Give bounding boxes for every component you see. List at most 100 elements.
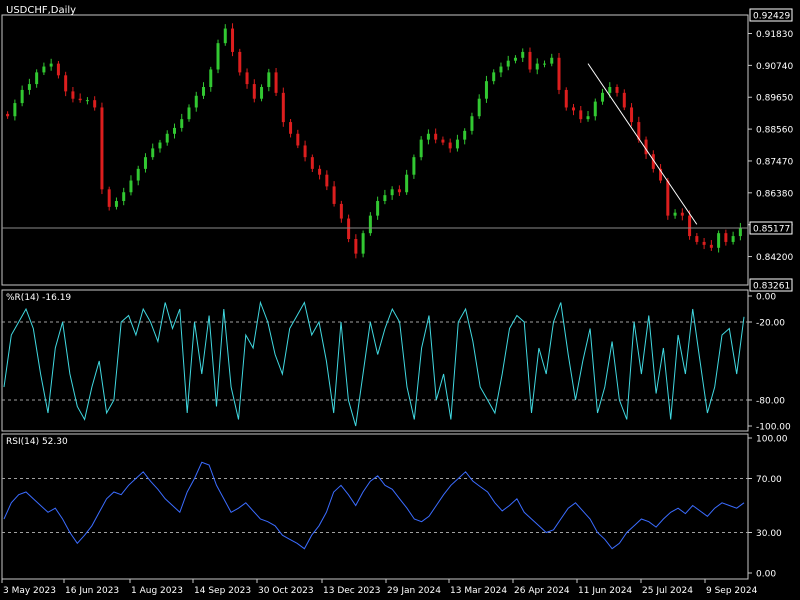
candle-body [267, 72, 271, 88]
rsi-panel-frame [1, 433, 749, 580]
candle-body [136, 168, 140, 181]
candle-body [245, 72, 249, 85]
candle-body [586, 116, 590, 120]
time-axis: 3 May 2023 16 Jun 2023 1 Aug 2023 14 Sep 20… [1, 579, 758, 596]
candle-body [172, 127, 176, 134]
candle-body [637, 122, 641, 140]
candle-body [659, 168, 663, 181]
candle-body [209, 69, 213, 88]
price-candles [6, 23, 742, 259]
candle-body [688, 215, 692, 237]
candle-body [64, 75, 68, 92]
candle-body [397, 189, 401, 193]
time-label: 9 Sep 2024 [706, 586, 758, 596]
candle-body [601, 92, 605, 102]
candle-body [441, 139, 445, 143]
candle-body [615, 87, 619, 93]
time-label: 13 Dec 2023 [323, 586, 381, 596]
williams-r-levels: 0.00 -20.00 -80.00 -100.00 [2, 293, 791, 433]
level-label: -80.00 [756, 397, 785, 407]
level-label: 0.00 [756, 293, 776, 303]
candle-body [477, 98, 481, 117]
candle-body [347, 218, 351, 240]
time-label: 30 Oct 2023 [258, 586, 314, 596]
candle-body [231, 28, 235, 52]
symbol-label: USDCHF,Daily [6, 5, 76, 16]
candle-body [448, 142, 452, 149]
candle-body [332, 186, 336, 204]
price-tick-label: 0.86380 [756, 189, 793, 199]
price-panel[interactable]: 0.91830 0.90740 0.89650 0.88560 0.87470 0.863… [1, 5, 793, 292]
rsi-label: RSI(14) 52.30 [6, 437, 68, 447]
level-label: 0.00 [756, 570, 776, 580]
candle-body [129, 180, 133, 193]
candle-body [724, 233, 728, 242]
price-top-label: 0.92429 [749, 8, 793, 22]
rsi-panel[interactable]: 100.00 70.00 30.00 0.00 RSI(14) 52.30 [1, 433, 788, 580]
price-tick-label: 0.88560 [756, 126, 793, 136]
candle-body [470, 116, 474, 131]
candle-body [339, 203, 343, 219]
candle-body [274, 72, 278, 93]
level-label: 70.00 [756, 475, 782, 485]
candle-body [709, 244, 713, 248]
candle-body [426, 133, 430, 140]
candle-body [717, 233, 721, 248]
candle-body [666, 180, 670, 216]
candle-body [238, 51, 242, 73]
williams-r-panel[interactable]: 0.00 -20.00 -80.00 -100.00 %R(14) -16.19 [1, 289, 791, 433]
candle-body [78, 98, 82, 101]
candle-body [506, 60, 510, 67]
candle-body [383, 195, 387, 202]
time-label: 1 Aug 2023 [131, 586, 183, 596]
candle-body [579, 110, 583, 120]
candle-body [521, 51, 525, 58]
candle-body [419, 139, 423, 158]
candle-body [673, 212, 677, 216]
price-top-value: 0.92429 [753, 12, 790, 22]
time-label: 11 Jun 2024 [578, 586, 632, 596]
candle-body [310, 157, 314, 169]
candle-body [412, 157, 416, 175]
price-bottom-value: 0.83261 [753, 282, 790, 292]
candle-body [71, 91, 75, 99]
williams-r-panel-frame [1, 289, 749, 432]
candle-body [550, 57, 554, 64]
candle-body [463, 130, 467, 140]
level-label: 100.00 [756, 435, 788, 445]
candle-body [455, 139, 459, 149]
candle-body [564, 89, 568, 108]
current-price-value: 0.85177 [753, 224, 790, 234]
candle-body [93, 100, 97, 108]
candle-body [593, 101, 597, 117]
candle-body [630, 107, 634, 123]
candle-body [180, 119, 184, 128]
candle-body [194, 95, 198, 108]
level-label: -20.00 [756, 319, 785, 329]
candle-body [143, 157, 147, 169]
candle-body [289, 122, 293, 134]
candle-body [702, 241, 706, 245]
current-price-label: 0.85177 [749, 221, 793, 235]
candle-body [361, 233, 365, 254]
candle-body [738, 228, 742, 237]
candle-body [216, 43, 220, 70]
candle-body [42, 66, 46, 73]
candle-body [513, 57, 517, 61]
candle-body [325, 174, 329, 187]
trendline[interactable] [587, 63, 698, 225]
candle-body [27, 84, 31, 90]
candle-body [405, 174, 409, 193]
candle-body [390, 189, 394, 196]
candle-body [56, 63, 60, 76]
candle-body [492, 72, 496, 82]
rsi-line [3, 461, 745, 550]
candle-body [557, 57, 561, 90]
price-tick-label: 0.89650 [756, 94, 793, 104]
candle-body [296, 133, 300, 146]
price-tick-label: 0.84200 [756, 253, 793, 263]
williams-r-line [3, 300, 745, 427]
time-label: 25 Jul 2024 [642, 586, 693, 596]
candle-body [680, 212, 684, 216]
